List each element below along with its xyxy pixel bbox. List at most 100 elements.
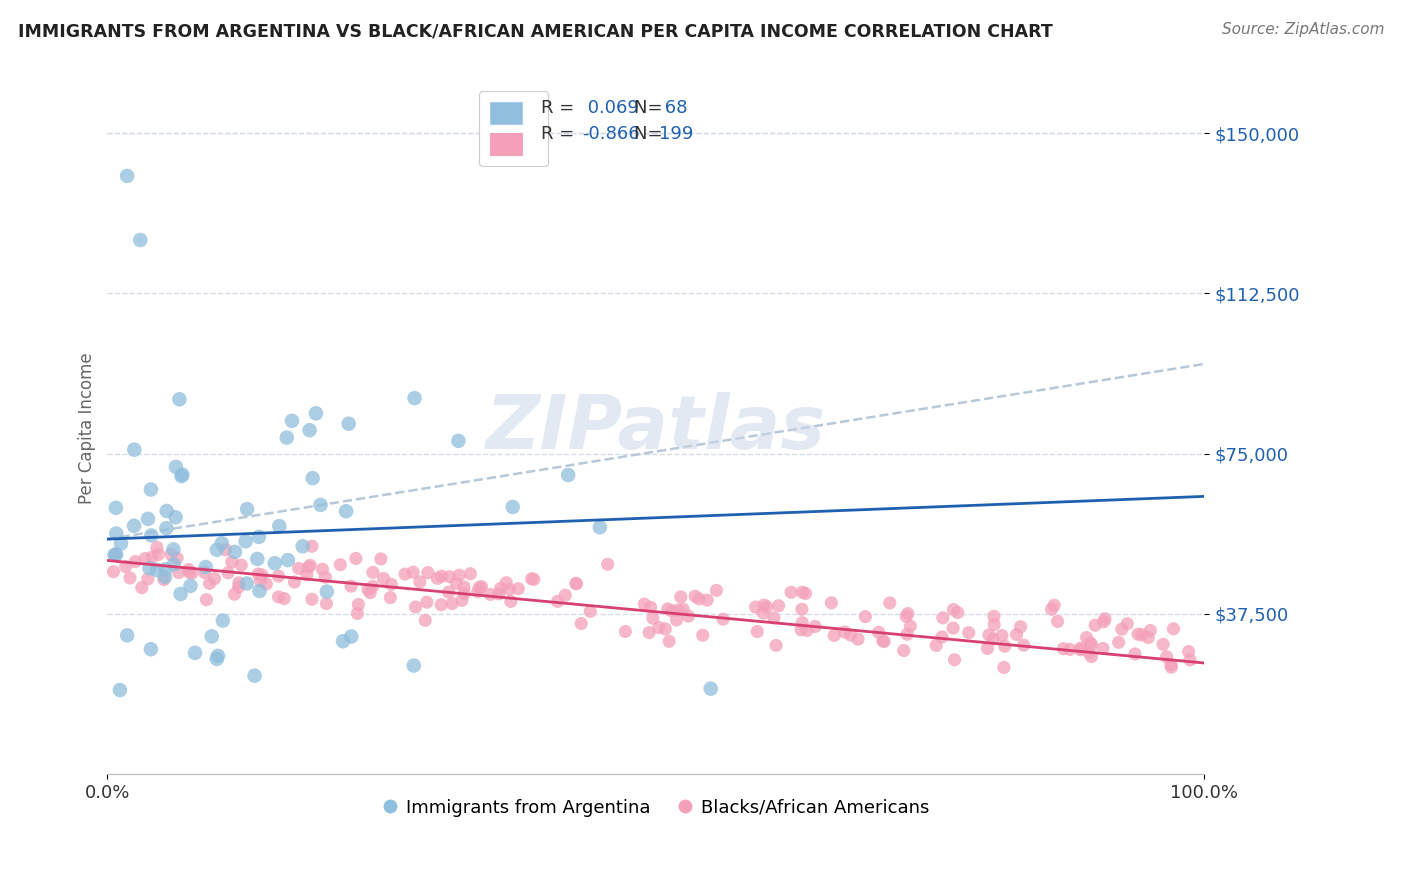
Point	[893, 643, 915, 657]
Point	[449, 568, 471, 582]
Point	[228, 575, 250, 590]
Point	[430, 598, 453, 612]
Point	[169, 587, 191, 601]
Point	[155, 521, 177, 535]
Point	[243, 669, 266, 683]
Point	[1177, 644, 1199, 658]
Point	[942, 621, 965, 635]
Point	[357, 582, 380, 597]
Point	[755, 599, 778, 614]
Point	[129, 233, 152, 247]
Point	[361, 566, 384, 580]
Y-axis label: Per Capita Income: Per Capita Income	[79, 352, 96, 504]
Point	[1108, 635, 1130, 649]
Text: 0.069: 0.069	[582, 98, 640, 117]
Point	[146, 563, 169, 577]
Point	[409, 574, 432, 589]
Point	[796, 624, 818, 638]
Point	[579, 604, 602, 618]
Point	[267, 569, 290, 583]
Point	[215, 542, 238, 557]
Point	[103, 565, 125, 579]
Point	[846, 632, 869, 646]
Point	[346, 607, 368, 621]
Point	[118, 571, 141, 585]
Point	[1139, 624, 1161, 638]
Point	[198, 576, 221, 591]
Point	[297, 560, 319, 574]
Point	[138, 561, 160, 575]
Point	[991, 629, 1014, 643]
Point	[224, 545, 246, 559]
Point	[139, 483, 162, 497]
Point	[444, 576, 467, 591]
Point	[641, 611, 664, 625]
Point	[298, 423, 321, 437]
Point	[124, 555, 146, 569]
Point	[648, 620, 671, 634]
Point	[332, 634, 354, 648]
Point	[1080, 636, 1102, 650]
Point	[235, 534, 257, 549]
Point	[1160, 660, 1182, 674]
Point	[247, 530, 270, 544]
Point	[498, 582, 520, 597]
Point	[976, 641, 998, 656]
Point	[314, 570, 336, 584]
Point	[269, 519, 291, 533]
Point	[957, 625, 980, 640]
Point	[373, 572, 395, 586]
Point	[301, 592, 323, 607]
Point	[337, 417, 360, 431]
Point	[502, 500, 524, 514]
Point	[122, 518, 145, 533]
Point	[479, 587, 502, 601]
Point	[589, 520, 612, 534]
Point	[166, 551, 188, 566]
Point	[104, 500, 127, 515]
Point	[547, 594, 569, 608]
Point	[287, 561, 309, 575]
Point	[394, 567, 416, 582]
Point	[347, 598, 370, 612]
Point	[1130, 628, 1153, 642]
Point	[177, 563, 200, 577]
Point	[994, 639, 1017, 653]
Point	[195, 592, 218, 607]
Point	[160, 548, 183, 562]
Point	[853, 609, 876, 624]
Point	[224, 587, 246, 601]
Point	[416, 595, 439, 609]
Point	[205, 652, 228, 666]
Point	[983, 617, 1005, 632]
Point	[993, 660, 1015, 674]
Point	[692, 628, 714, 642]
Point	[211, 614, 233, 628]
Point	[792, 615, 814, 630]
Point	[247, 567, 270, 582]
Point	[267, 590, 290, 604]
Point	[165, 510, 187, 524]
Point	[104, 549, 127, 563]
Point	[249, 574, 271, 588]
Point	[1116, 616, 1139, 631]
Point	[768, 599, 790, 613]
Point	[925, 639, 948, 653]
Point	[273, 591, 295, 606]
Point	[790, 623, 813, 637]
Point	[765, 639, 787, 653]
Point	[633, 597, 655, 611]
Point	[565, 576, 588, 591]
Point	[131, 581, 153, 595]
Point	[295, 567, 318, 582]
Point	[162, 542, 184, 557]
Point	[453, 580, 475, 594]
Point	[780, 585, 803, 599]
Point	[1005, 627, 1028, 641]
Point	[1152, 637, 1174, 651]
Point	[834, 625, 856, 640]
Point	[309, 498, 332, 512]
Point	[416, 566, 439, 580]
Point	[678, 609, 700, 624]
Point	[943, 653, 966, 667]
